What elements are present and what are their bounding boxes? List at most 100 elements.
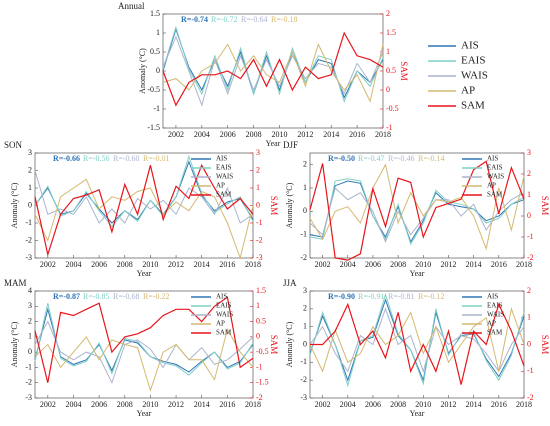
y-tick-label: 4	[28, 286, 32, 295]
legend-label: AP	[487, 320, 496, 328]
x-tick-label: 2002	[40, 400, 56, 409]
y-tick-label: 0	[28, 200, 32, 209]
x-tick-label: 2016	[349, 130, 365, 139]
x-tick-label: 2018	[516, 400, 532, 409]
x-axis-label: Year	[137, 409, 152, 418]
y2-tick-label: 1	[256, 183, 260, 192]
series-line	[34, 327, 254, 393]
legend-label: AIS	[216, 155, 227, 163]
x-tick-label: 2012	[297, 130, 313, 139]
y2-tick-label: 0	[386, 85, 390, 94]
x-tick-label: 2006	[220, 130, 236, 139]
correlation-label: R=-0.60	[113, 154, 140, 163]
x-tick-label: 2004	[194, 130, 210, 139]
y2-tick-label: 1	[527, 190, 531, 199]
series-line	[34, 320, 254, 385]
y2-tick-label: 1	[527, 313, 531, 322]
y-tick-label: -2	[25, 378, 32, 387]
y2-tick-label: -0.5	[256, 347, 269, 356]
y2-tick-label: 0	[256, 332, 260, 341]
x-tick-label: 2010	[271, 130, 287, 139]
x-tick-label: 2014	[466, 400, 482, 409]
y2-tick-label: 0	[527, 339, 531, 348]
correlation-label: R=-0.12	[418, 292, 445, 301]
legend-label: EAIS	[487, 164, 503, 172]
legend-label: SAM	[216, 191, 232, 199]
series-line	[34, 296, 254, 383]
y2-tick-label: 0	[527, 211, 531, 220]
x-tick-label: 2006	[91, 400, 107, 409]
y2-tick-label: 3	[527, 148, 531, 157]
y2-tick-label: 0.5	[256, 316, 266, 325]
correlation-label: R=-0.87	[53, 292, 80, 301]
x-tick-label: 2016	[219, 260, 235, 269]
y2-tick-label: -1	[256, 218, 263, 227]
legend-label: AP	[216, 182, 225, 190]
y-tick-label: 2	[303, 304, 307, 313]
correlation-label: R=-0.64	[241, 15, 268, 24]
x-tick-label: 2008	[117, 400, 133, 409]
y2-tick-label: -2	[527, 253, 534, 262]
legend-label: SAM	[216, 329, 232, 337]
x-tick-label: 2014	[466, 260, 482, 269]
x-axis-label: Year	[410, 269, 425, 278]
x-tick-label: 2014	[323, 130, 339, 139]
y2-tick-label: 1	[386, 47, 390, 56]
correlation-label: R=-0.68	[113, 292, 140, 301]
x-tick-label: 2012	[440, 400, 456, 409]
y2-tick-label: 1	[256, 301, 260, 310]
y-tick-label: 2	[28, 316, 32, 325]
y2-axis-label: SAM	[269, 335, 279, 355]
correlation-label: R=-0.01	[143, 154, 170, 163]
y-tick-label: 0	[303, 339, 307, 348]
correlation-label: R=-0.81	[388, 292, 415, 301]
y-tick-label: -1.5	[147, 123, 160, 132]
y-tick-label: 2	[28, 165, 32, 174]
y2-tick-label: -2	[527, 393, 534, 402]
y-tick-label: -3	[300, 393, 307, 402]
correlation-label: R=-0.85	[83, 292, 110, 301]
correlation-label: R=-0.56	[83, 154, 110, 163]
y2-tick-label: 3	[256, 148, 260, 157]
panel-title: DJF	[283, 140, 298, 150]
correlation-label: R=-0.50	[328, 154, 355, 163]
y2-tick-label: -1	[527, 232, 534, 241]
x-tick-label: 2006	[91, 260, 107, 269]
y2-tick-label: 2	[386, 9, 390, 18]
series-line	[309, 307, 525, 373]
x-axis-label: Year	[410, 409, 425, 418]
correlation-label: R=-0.66	[53, 154, 80, 163]
x-tick-label: 2018	[245, 400, 261, 409]
y-tick-label: 0	[28, 347, 32, 356]
x-tick-label: 2016	[491, 400, 507, 409]
y2-tick-label: 2	[256, 165, 260, 174]
y2-tick-label: 0.5	[386, 66, 396, 75]
legend-label: WAIS	[216, 173, 233, 181]
legend-label: EAIS	[461, 55, 485, 67]
series-line	[309, 292, 525, 388]
y-tick-label: 1	[28, 332, 32, 341]
x-tick-label: 2012	[168, 400, 184, 409]
correlation-label: R=-0.90	[328, 292, 355, 301]
y-tick-label: -1	[153, 104, 160, 113]
legend-label: WAIS	[487, 173, 504, 181]
y-tick-label: -2	[300, 253, 307, 262]
y-tick-label: 1.5	[150, 9, 160, 18]
correlation-label: R=-0.74	[181, 15, 208, 24]
y-tick-label: 0.5	[150, 47, 160, 56]
y2-tick-label: 1.5	[256, 286, 266, 295]
series-line	[309, 180, 525, 243]
x-tick-label: 2002	[40, 260, 56, 269]
x-tick-label: 2014	[194, 260, 210, 269]
legend-label: WAIS	[487, 311, 504, 319]
x-tick-label: 2016	[491, 260, 507, 269]
legend-label: WAIS	[216, 311, 233, 319]
correlation-label: R=-0.14	[418, 154, 445, 163]
correlation-label: R=-0.22	[143, 292, 170, 301]
legend-label: AP	[461, 85, 475, 97]
x-tick-label: 2008	[246, 130, 262, 139]
legend-label: SAM	[487, 191, 503, 199]
y-tick-label: -1	[25, 362, 32, 371]
x-tick-label: 2010	[415, 400, 431, 409]
y-tick-label: 3	[28, 301, 32, 310]
